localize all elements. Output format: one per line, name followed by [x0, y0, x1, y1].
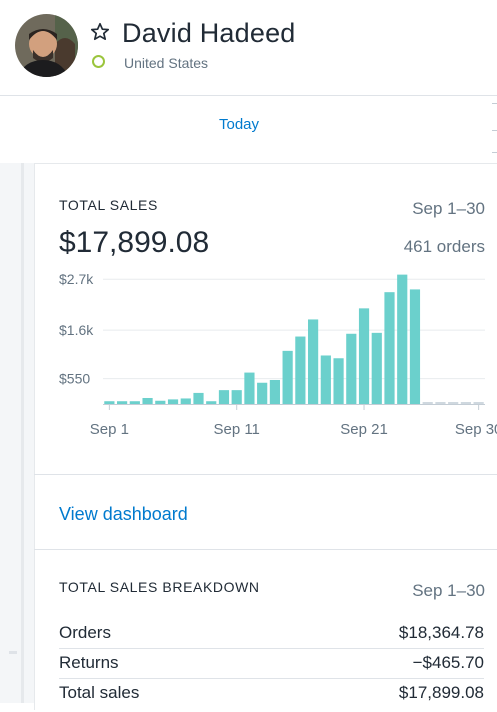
sales-bar-chart: $550 $1.6k $2.7k Sep 1 Sep 11 Sep 21 Sep 30 [59, 271, 497, 438]
left-gutter [0, 163, 34, 703]
card-title: TOTAL SALES BREAKDOWN [59, 579, 260, 595]
x-tick-label: Sep 1 [90, 421, 129, 438]
date-range: Sep 1–30 [412, 199, 485, 218]
divider [59, 678, 484, 679]
chart-bar [129, 401, 140, 404]
chart-bar [384, 292, 395, 404]
chart-bar [257, 382, 268, 404]
chart-bar [155, 400, 166, 404]
chart-bar [193, 392, 204, 404]
chart-bar [435, 402, 446, 404]
chart-bar [295, 336, 306, 404]
profile-header: David Hadeed United States [0, 0, 497, 96]
customer-name: David Hadeed [122, 18, 296, 48]
chart-bar [448, 402, 459, 404]
chart-bar [358, 308, 370, 404]
divider [492, 103, 497, 104]
chart-bar [333, 358, 344, 404]
date-range: Sep 1–30 [412, 581, 485, 600]
avatar-image [15, 14, 78, 77]
chart-bar [117, 401, 128, 404]
chart-bar [473, 402, 484, 404]
row-label: Orders [59, 623, 111, 642]
customer-country: United States [124, 55, 209, 71]
chart-bar [244, 372, 255, 404]
row-value: −$465.70 [412, 653, 484, 672]
chart-bar [422, 402, 433, 404]
chart-bar [231, 390, 242, 404]
chart-bar [269, 379, 280, 404]
chart-bar [167, 399, 179, 404]
divider [34, 549, 497, 550]
card-title: TOTAL SALES [59, 197, 158, 213]
sales-breakdown-card: TOTAL SALES BREAKDOWN Sep 1–30 Orders $1… [34, 550, 497, 710]
chart-bar [346, 333, 357, 404]
chart-bar [206, 401, 217, 404]
order-count: 461 orders [403, 237, 485, 256]
y-tick-label: $2.7k [59, 271, 94, 287]
today-tab[interactable]: Today [218, 116, 260, 133]
breakdown-row-total: Total sales $17,899.08 [59, 682, 484, 712]
chart-bar [282, 350, 293, 404]
y-tick-label: $1.6k [59, 322, 94, 338]
x-tick-label: Sep 11 [213, 421, 259, 438]
x-tick-label: Sep 30 [455, 421, 497, 438]
favorite-star-icon[interactable] [90, 22, 110, 42]
chart-bar [371, 332, 382, 404]
gutter-marker [9, 651, 17, 654]
breakdown-row-returns: Returns −$465.70 [59, 652, 484, 682]
divider [492, 152, 497, 153]
divider [492, 130, 497, 131]
chart-bar [320, 355, 331, 404]
row-label: Returns [59, 653, 119, 672]
chart-bar [142, 397, 153, 404]
divider [59, 648, 484, 649]
chart-bar [218, 390, 230, 404]
view-dashboard-link[interactable]: View dashboard [59, 504, 188, 524]
x-tick-label: Sep 21 [340, 421, 388, 438]
row-value: $18,364.78 [398, 623, 484, 642]
status-indicator-icon [92, 55, 105, 68]
chart-bar [180, 398, 191, 404]
chart-bar [460, 402, 471, 404]
total-sales-card: TOTAL SALES Sep 1–30 $17,899.08 461 orde… [34, 163, 497, 475]
scroll-rail [21, 163, 24, 703]
breakdown-row-orders: Orders $18,364.78 [59, 622, 484, 652]
total-sales-value: $17,899.08 [59, 226, 210, 259]
chart-bar [104, 401, 115, 404]
dashboard-link-area: View dashboard [34, 475, 497, 549]
y-tick-label: $550 [59, 371, 90, 387]
chart-bar [308, 319, 319, 404]
avatar[interactable] [15, 14, 78, 77]
chart-bar [397, 274, 408, 404]
row-value: $17,899.08 [398, 683, 484, 702]
row-label: Total sales [59, 683, 140, 702]
chart-bar [409, 289, 421, 404]
divider [34, 474, 497, 475]
